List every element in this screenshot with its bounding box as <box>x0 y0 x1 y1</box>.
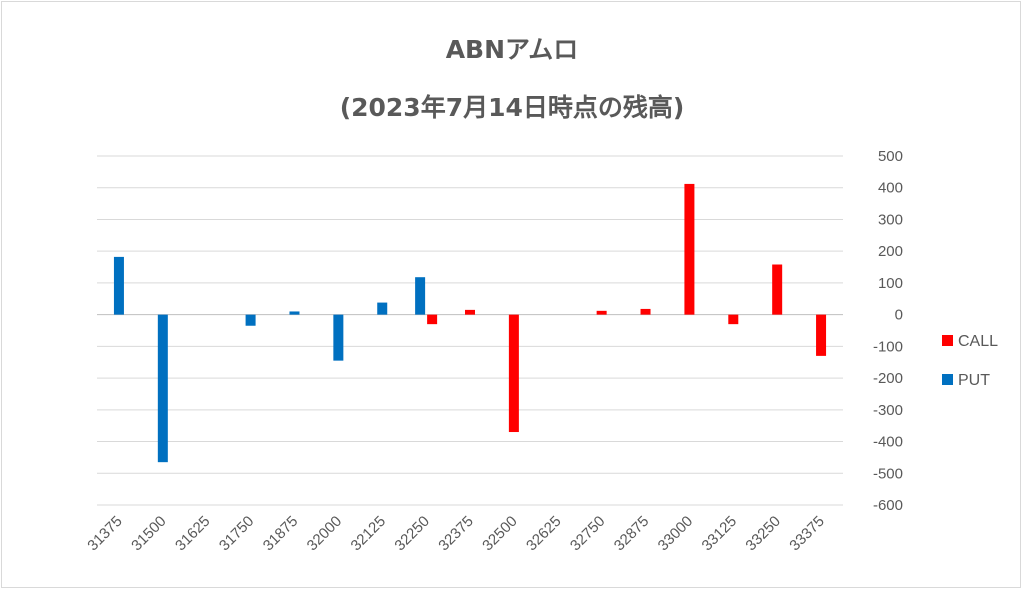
legend-label-call: CALL <box>958 333 998 350</box>
x-tick-label: 32875 <box>611 513 653 555</box>
bar-call-32875 <box>640 308 651 315</box>
x-tick-label: 31875 <box>260 513 302 555</box>
bar-put-32125 <box>377 302 388 315</box>
y-tick-label: -200 <box>873 370 903 387</box>
x-tick-label: 31750 <box>216 513 258 555</box>
bar-call-32750 <box>596 310 607 315</box>
bar-put-31500 <box>157 314 168 463</box>
bar-put-32250 <box>415 277 426 315</box>
x-tick-label: 33375 <box>786 513 828 555</box>
y-tick-label: -400 <box>873 434 903 451</box>
x-tick-label: 32500 <box>479 513 521 555</box>
x-tick-label: 32125 <box>348 513 390 555</box>
x-tick-label: 32750 <box>567 513 609 555</box>
x-tick-label: 31375 <box>84 513 126 555</box>
bar-call-33125 <box>728 314 739 325</box>
x-tick-label: 33250 <box>742 513 784 555</box>
y-tick-label: -500 <box>873 465 903 482</box>
x-tick-label: 31500 <box>128 513 170 555</box>
y-tick-label: -300 <box>873 402 903 419</box>
bar-put-31375 <box>113 256 124 315</box>
legend-swatch-call <box>942 335 953 346</box>
bar-call-32375 <box>465 309 475 315</box>
bar-call-33375 <box>816 314 827 356</box>
y-tick-label: 500 <box>878 148 903 165</box>
y-tick-label: 300 <box>878 211 903 228</box>
y-tick-label: 100 <box>878 275 903 292</box>
bar-put-31750 <box>245 314 256 326</box>
legend-swatch-put <box>942 374 953 385</box>
y-tick-label: -600 <box>873 497 903 514</box>
x-tick-label: 33125 <box>699 513 741 555</box>
x-tick-label: 33000 <box>655 513 697 555</box>
x-tick-label: 32625 <box>523 513 565 555</box>
legend-label-put: PUT <box>958 372 990 389</box>
y-tick-label: 0 <box>895 307 903 324</box>
chart-subtitle: (2023年7月14日時点の残高) <box>339 93 685 122</box>
x-tick-label: 32375 <box>435 513 477 555</box>
bar-put-31875 <box>289 311 300 315</box>
bar-call-33000 <box>684 183 695 315</box>
bar-call-33250 <box>772 264 783 315</box>
y-tick-label: -100 <box>873 338 903 355</box>
bar-call-32250 <box>427 314 438 325</box>
bar-put-32000 <box>333 314 344 361</box>
x-tick-label: 32250 <box>391 513 433 555</box>
x-tick-label: 32000 <box>304 513 346 555</box>
y-tick-label: 400 <box>878 180 903 197</box>
y-tick-label: 200 <box>878 243 903 260</box>
chart-title: ABNアムロ <box>445 35 579 64</box>
bar-call-32500 <box>508 314 519 433</box>
x-tick-label: 31625 <box>172 513 214 555</box>
